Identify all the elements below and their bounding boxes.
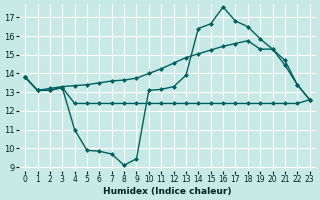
X-axis label: Humidex (Indice chaleur): Humidex (Indice chaleur) [103, 187, 232, 196]
